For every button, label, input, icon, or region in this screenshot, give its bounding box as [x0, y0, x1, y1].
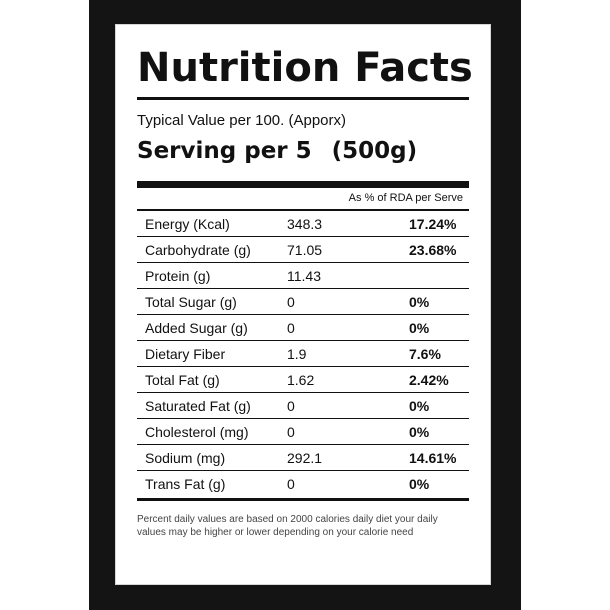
nutrient-name: Total Sugar (g) [145, 293, 237, 310]
nutrient-rda-percent: 7.6% [409, 345, 441, 362]
title-divider [137, 97, 469, 100]
nutrient-rda-percent: 2.42% [409, 371, 449, 388]
label-card [115, 24, 491, 585]
typical-value-text: Typical Value per 100. (Apporx) [137, 112, 346, 129]
nutrient-rda-percent: 0% [409, 319, 430, 336]
nutrient-rda-percent: 0% [409, 293, 430, 310]
nutrient-name: Added Sugar (g) [145, 319, 248, 336]
table-row: Sodium (mg) 292.1 14.61% [137, 445, 469, 471]
nutrient-value: 0 [287, 397, 295, 414]
serving-count: Serving per 5 [137, 138, 312, 164]
nutrient-name: Carbohydrate (g) [145, 241, 251, 258]
footnote: Percent daily values are based on 2000 c… [137, 514, 438, 538]
nutrient-rda-percent: 0% [409, 397, 430, 414]
nutrient-name: Protein (g) [145, 267, 211, 284]
nutrient-value: 1.62 [287, 371, 315, 388]
nutrient-value: 292.1 [287, 449, 323, 466]
nutrient-value: 0 [287, 293, 295, 310]
nutrient-name: Dietary Fiber [145, 345, 226, 362]
nutrient-value: 1.9 [287, 345, 307, 362]
nutrient-rda-percent: 0% [409, 475, 430, 492]
table-row: Total Fat (g) 1.62 2.42% [137, 367, 469, 393]
nutrient-name: Total Fat (g) [145, 371, 220, 388]
table-row: Cholesterol (mg) 0 0% [137, 419, 469, 445]
nutrient-name: Energy (Kcal) [145, 215, 230, 232]
table-row: Dietary Fiber 1.9 7.6% [137, 341, 469, 367]
nutrient-value: 11.43 [287, 267, 321, 284]
nutrient-rda-percent: 0% [409, 423, 430, 440]
serving-weight: (500g) [331, 138, 418, 164]
table-row: Protein (g) 11.43 [137, 263, 469, 289]
nutrient-value: 348.3 [287, 215, 323, 232]
nutrient-value: 71.05 [287, 241, 323, 258]
table-row: Added Sugar (g) 0 0% [137, 315, 469, 341]
nutrient-rda-percent: 14.61% [409, 449, 457, 466]
nutrient-rda-percent: 23.68% [409, 241, 457, 258]
nutrition-facts-panel: Nutrition Facts Typical Value per 100. (… [137, 43, 473, 539]
nutrient-name: Trans Fat (g) [145, 475, 226, 492]
nutrient-table: Energy (Kcal) 348.3 17.24% Carbohydrate … [137, 211, 469, 496]
nutrient-value: 0 [287, 319, 295, 336]
table-row: Saturated Fat (g) 0 0% [137, 393, 469, 419]
nutrient-name: Saturated Fat (g) [145, 397, 251, 414]
label-title: Nutrition Facts [137, 45, 473, 91]
nutrient-rda-percent: 17.24% [409, 215, 457, 232]
table-bottom-divider [137, 498, 469, 501]
table-row: Total Sugar (g) 0 0% [137, 289, 469, 315]
table-row: Trans Fat (g) 0 0% [137, 471, 469, 496]
header-divider [137, 209, 469, 211]
serving-line: Serving per 5 (500g) [137, 136, 469, 166]
table-row: Energy (Kcal) 348.3 17.24% [137, 211, 469, 237]
rda-header: As % of RDA per Serve [348, 192, 463, 204]
nutrient-value: 0 [287, 475, 295, 492]
nutrient-name: Sodium (mg) [145, 449, 226, 466]
nutrient-value: 0 [287, 423, 295, 440]
table-row: Carbohydrate (g) 71.05 23.68% [137, 237, 469, 263]
nutrient-name: Cholesterol (mg) [145, 423, 249, 440]
heavy-divider [137, 181, 469, 188]
